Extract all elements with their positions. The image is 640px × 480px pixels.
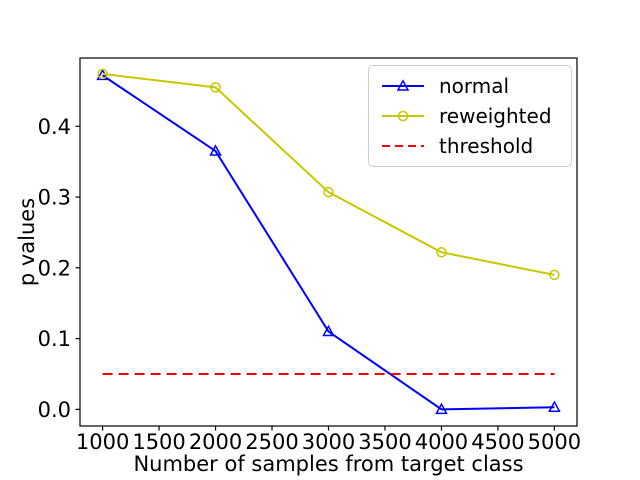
marker-reweighted [549, 269, 560, 281]
x-tick-label: 4500 [471, 430, 524, 454]
marker-reweighted [210, 82, 221, 93]
x-tick-label: 2000 [189, 430, 242, 454]
x-axis-label: Number of samples from target class [133, 452, 523, 476]
marker-normal [322, 324, 335, 337]
x-tick-label: 3500 [358, 430, 411, 454]
legend-item-threshold: threshold [381, 134, 559, 158]
legend-swatch-reweighted [382, 110, 424, 122]
axes-frame [79, 57, 578, 427]
marker-normal [548, 400, 561, 412]
y-tick-label: 0.0 [38, 398, 71, 422]
legend-swatch-threshold [382, 145, 424, 147]
marker-reweighted [97, 68, 108, 80]
series-line-reweighted [102, 72, 555, 276]
x-tick-label: 2500 [245, 430, 298, 454]
x-tick-label: 1500 [132, 430, 185, 454]
legend-label: normal [439, 74, 510, 98]
y-tick-label: 0.3 [38, 186, 71, 210]
marker-reweighted [436, 247, 447, 258]
legend-item-reweighted: reweighted [381, 104, 559, 128]
x-tick-label: 3000 [302, 430, 355, 454]
x-tick-label: 4000 [415, 430, 468, 454]
marker-reweighted [323, 186, 334, 198]
marker-normal [435, 402, 448, 415]
legend-swatch-normal [382, 79, 424, 91]
y-tick-label: 0.2 [38, 256, 71, 280]
legend-marker-circle [397, 110, 409, 122]
y-tick-label: 0.4 [38, 115, 71, 139]
legend: normal reweighted threshold [368, 65, 572, 167]
marker-normal [209, 144, 222, 156]
legend-marker-triangle [396, 79, 410, 91]
x-tick-label: 5000 [528, 430, 581, 454]
legend-label: reweighted [439, 104, 552, 128]
series-line-normal [102, 74, 555, 411]
x-tick-label: 1000 [76, 430, 129, 454]
legend-label: threshold [439, 134, 534, 158]
y-tick-label: 0.1 [38, 327, 71, 351]
legend-item-normal: normal [381, 74, 559, 98]
y-axis-label: p values [15, 198, 39, 286]
